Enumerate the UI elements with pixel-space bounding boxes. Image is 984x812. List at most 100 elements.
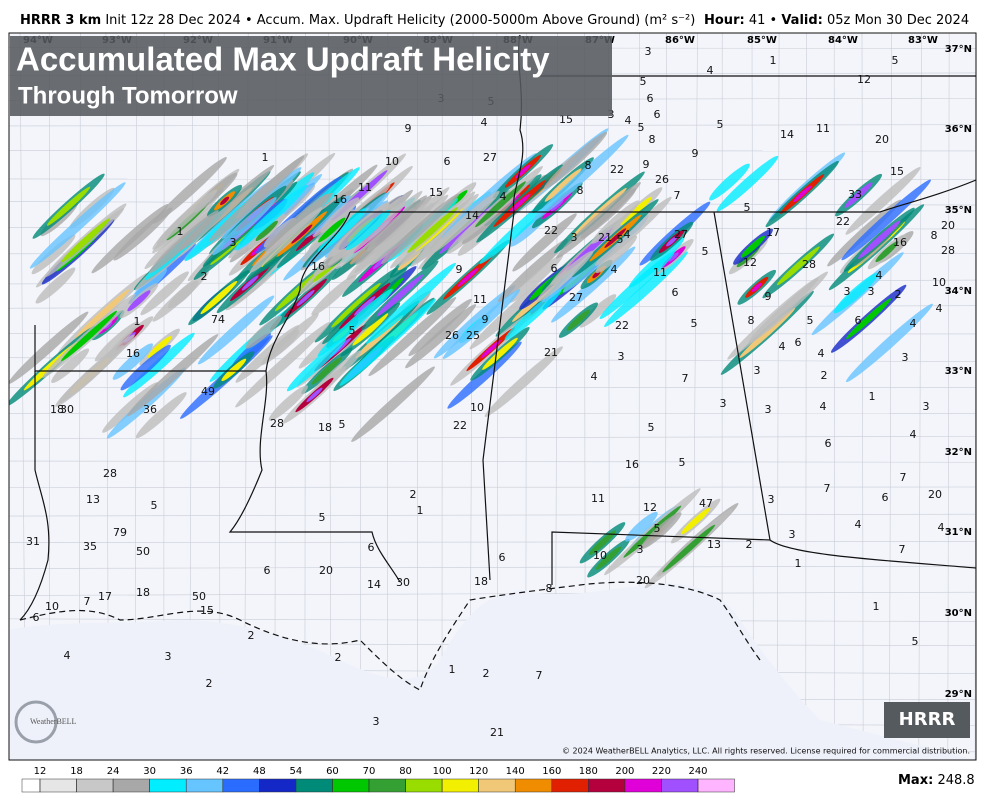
- map-value: 3: [720, 397, 727, 410]
- map-value: 11: [473, 293, 487, 306]
- map-value: 28: [802, 258, 816, 271]
- map-value: 3: [754, 364, 761, 377]
- map-value: 6: [444, 155, 451, 168]
- map-value: 4: [625, 114, 632, 127]
- map-value: 2: [483, 667, 490, 680]
- colorbar-label: 200: [615, 766, 634, 777]
- map-value: 5: [648, 421, 655, 434]
- latitude-label: 34°N: [945, 286, 972, 297]
- map-value: 4: [818, 347, 825, 360]
- map-value: 30: [396, 576, 410, 589]
- map-value: 11: [591, 492, 605, 505]
- map-value: 11: [816, 122, 830, 135]
- map-value: 20: [941, 219, 955, 232]
- map-value: 79: [113, 526, 127, 539]
- separator: •: [245, 13, 253, 28]
- map-value: 3: [165, 650, 172, 663]
- map-value: 6: [368, 541, 375, 554]
- longitude-label: 83°W: [908, 35, 938, 46]
- colorbar-label: 12: [34, 766, 47, 777]
- map-value: 4: [481, 116, 488, 129]
- map-value: 4: [64, 649, 71, 662]
- map-value: 18: [136, 586, 150, 599]
- colorbar-swatch: [625, 779, 662, 792]
- map-value: 49: [201, 385, 215, 398]
- latitude-label: 36°N: [945, 124, 972, 135]
- colorbar-swatch: [150, 779, 187, 792]
- map-value: 9: [482, 313, 489, 326]
- init: Init 12z 28 Dec 2024: [105, 13, 240, 28]
- hour: 41: [749, 13, 766, 28]
- map-value: 4: [624, 228, 631, 241]
- colorbar-label: 180: [579, 766, 598, 777]
- map-value: 4: [591, 370, 598, 383]
- map-value: 20: [636, 574, 650, 587]
- map-value: 4: [910, 428, 917, 441]
- map-value: 6: [882, 491, 889, 504]
- latitude-label: 37°N: [945, 44, 972, 55]
- map-value: 8: [748, 314, 755, 327]
- map-value: 3: [637, 543, 644, 556]
- map-value: 14: [780, 128, 794, 141]
- map-value: 5: [744, 201, 751, 214]
- logo: WeatherBELL: [30, 717, 77, 726]
- colorbar-swatch: [442, 779, 479, 792]
- map-value: 3: [618, 350, 625, 363]
- map-value: 3: [923, 400, 930, 413]
- map-value: 5: [691, 317, 698, 330]
- colorbar-label: 18: [70, 766, 83, 777]
- map-value: 18: [474, 575, 488, 588]
- map-value: 9: [456, 263, 463, 276]
- map-value: 3: [902, 351, 909, 364]
- map-value: 5: [807, 314, 814, 327]
- map-value: 1: [795, 557, 802, 570]
- map-value: 28: [270, 417, 284, 430]
- latitude-label: 31°N: [945, 527, 972, 538]
- map-value: 8: [931, 229, 938, 242]
- map-value: 13: [86, 493, 100, 506]
- valid-label: Valid:: [781, 13, 823, 28]
- map-value: 7: [824, 482, 831, 495]
- colorbar-swatch: [369, 779, 406, 792]
- map-value: 10: [470, 401, 484, 414]
- map-value: 4: [820, 400, 827, 413]
- map-value: 6: [855, 314, 862, 327]
- map-value: 4: [611, 263, 618, 276]
- map-value: 8: [577, 184, 584, 197]
- map-value: 7: [674, 189, 681, 202]
- map-value: 14: [465, 209, 479, 222]
- map-value: 6: [551, 262, 558, 275]
- colorbar-label: 60: [326, 766, 339, 777]
- overlay-title: Accumulated Max Updraft Helicity: [16, 41, 550, 78]
- map-value: 1: [770, 54, 777, 67]
- colorbar-label: 120: [469, 766, 488, 777]
- map-value: 15: [890, 165, 904, 178]
- colorbar-swatch: [479, 779, 516, 792]
- hour-label: Hour:: [704, 13, 745, 28]
- map-value: 1: [177, 225, 184, 238]
- map-value: 18: [318, 421, 332, 434]
- map-value: 25: [466, 329, 480, 342]
- map-value: 50: [192, 590, 206, 603]
- overlay-subtitle: Through Tomorrow: [18, 82, 238, 109]
- map-value: 6: [647, 92, 654, 105]
- latitude-label: 29°N: [945, 689, 972, 700]
- colorbar-label: 24: [107, 766, 120, 777]
- map-value: 10: [593, 549, 607, 562]
- map-value: 16: [126, 347, 140, 360]
- map-value: 21: [490, 726, 504, 739]
- colorbar-label: 240: [688, 766, 707, 777]
- map-value: 16: [625, 458, 639, 471]
- colorbar-swatch: [186, 779, 223, 792]
- header: HRRR 3 km Init 12z 28 Dec 2024 • Accum. …: [20, 13, 695, 28]
- map-value: 1: [417, 504, 424, 517]
- map-value: 5: [640, 75, 647, 88]
- colorbar-label: 36: [180, 766, 193, 777]
- map-value: 2: [201, 270, 208, 283]
- longitude-label: 85°W: [747, 35, 777, 46]
- map-value: 7: [682, 372, 689, 385]
- map-value: 26: [655, 173, 669, 186]
- map-value: 50: [136, 545, 150, 558]
- map-value: 14: [367, 578, 381, 591]
- max-value: 248.8: [937, 773, 974, 788]
